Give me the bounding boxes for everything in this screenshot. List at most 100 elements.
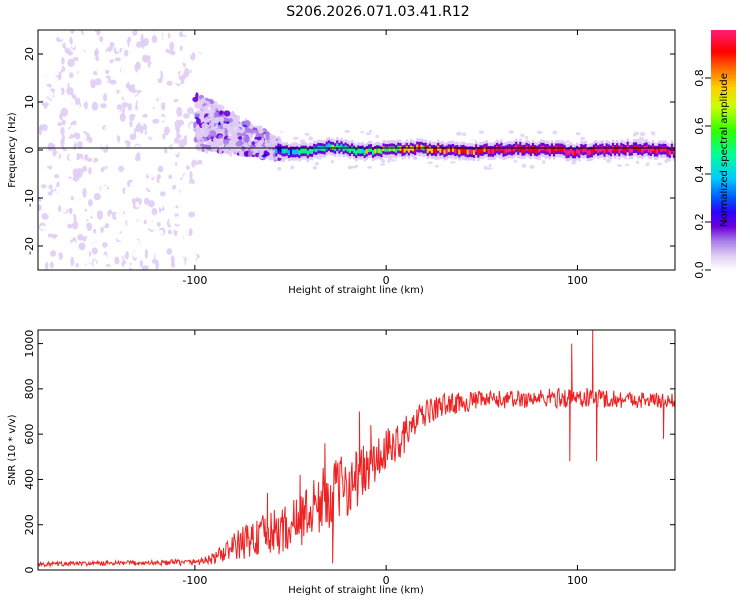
spectrogram-noise-cell xyxy=(84,101,88,110)
spectrogram-noise-cell xyxy=(94,113,102,119)
snr-y-tick-label: 400 xyxy=(23,469,36,490)
spectrogram-noise-cell xyxy=(122,91,130,101)
spectrogram-noise-cell xyxy=(174,72,180,80)
spectrogram-transition-cell xyxy=(196,140,204,145)
spectrogram-noise-cell xyxy=(115,159,122,168)
spectrogram-transition-cell xyxy=(194,113,200,118)
spectrogram-transition-cell xyxy=(195,92,199,100)
spectrogram-noise-cell xyxy=(134,116,139,123)
spectrogram-band-core xyxy=(668,150,672,155)
spectrogram-noise-cell xyxy=(41,184,47,189)
spectrogram-noise-cell xyxy=(61,133,65,143)
spectrogram-y-tick-label: -10 xyxy=(23,189,36,207)
spectrogram-transition-cell xyxy=(218,134,223,139)
spectrogram-band-core xyxy=(622,146,625,152)
spectrogram-noise-cell xyxy=(71,220,79,230)
spectrogram-noise-cell xyxy=(61,57,65,65)
spectrogram-band-core xyxy=(487,149,491,154)
spectrogram-band-core xyxy=(544,147,547,152)
spectrogram-noise-cell xyxy=(109,79,117,85)
spectrogram-noise-cell xyxy=(47,233,54,238)
spectrogram-noise-cell xyxy=(79,48,85,58)
spectrogram-noise-cell xyxy=(59,244,67,249)
spectrogram-noise-cell xyxy=(136,162,142,171)
spectrogram-halo-cell xyxy=(360,131,365,134)
spectrogram-transition-cell xyxy=(264,139,268,147)
spectrogram-band-core xyxy=(557,146,560,152)
spectrogram-transition-cell xyxy=(204,116,210,123)
spectrogram-transition-cell xyxy=(235,141,242,147)
spectrogram-noise-cell xyxy=(106,59,110,65)
spectrogram-y-tick-label: 10 xyxy=(23,95,36,109)
spectrogram-halo-cell xyxy=(379,163,386,166)
spectrogram-halo-cell xyxy=(612,162,618,167)
spectrogram-halo-cell xyxy=(280,131,286,135)
spectrogram-noise-cell xyxy=(117,126,124,131)
spectrogram-noise-cell xyxy=(165,48,170,54)
spectrogram-halo-cell xyxy=(486,167,492,170)
spectrogram-noise-cell xyxy=(83,225,88,233)
spectrogram-halo-cell xyxy=(365,132,371,135)
spectrogram-noise-cell xyxy=(165,74,170,82)
spectrogram-transition-cell xyxy=(231,121,237,127)
spectrogram-transition-cell xyxy=(244,120,251,126)
spectrogram-band-core xyxy=(390,146,394,152)
spectrogram-band-core xyxy=(571,150,575,156)
spectrogram-noise-cell xyxy=(57,222,61,228)
spectrogram-halo-cell xyxy=(536,130,543,135)
spectrogram-noise-cell xyxy=(150,146,158,152)
spectrogram-band-core xyxy=(443,149,446,155)
spectrogram-noise-cell xyxy=(166,80,173,86)
spectrogram-noise-cell xyxy=(174,216,181,225)
spectrogram-noise-cell xyxy=(65,42,72,49)
spectrogram-noise-cell xyxy=(139,260,143,268)
spectrogram-noise-cell xyxy=(173,85,181,93)
spectrogram-halo-cell xyxy=(299,139,306,143)
spectrogram-halo-cell xyxy=(559,158,564,162)
spectrogram-noise-cell xyxy=(179,45,183,51)
snr-x-axis: -100 0 100 xyxy=(182,330,588,587)
spectrogram-band-core xyxy=(563,147,566,153)
spectrogram-band-core xyxy=(609,148,613,154)
spectrogram-noise-cell xyxy=(85,122,92,132)
spectrogram-noise-cell xyxy=(111,221,115,227)
spectrogram-halo-cell xyxy=(387,159,391,164)
spectrogram-noise-cell xyxy=(91,247,98,255)
spectrogram-band-core xyxy=(378,148,381,154)
spectrogram-band-core xyxy=(597,148,600,153)
spectrogram-noise-cell xyxy=(56,98,61,107)
spectrogram-transition-cell xyxy=(246,128,252,132)
spectrogram-noise-cell xyxy=(67,161,73,166)
spectrogram-halo-cell xyxy=(362,162,367,167)
spectrogram-noise-cell xyxy=(68,208,73,214)
spectrogram-noise-cell xyxy=(124,49,129,57)
spectrogram-band-core xyxy=(283,148,286,154)
spectrogram-band-core xyxy=(658,146,661,152)
spectrogram-halo-cell xyxy=(492,135,497,140)
spectrogram-transition-cell xyxy=(256,146,262,152)
spectrogram-noise-cell xyxy=(127,147,131,154)
spectrogram-noise-cell xyxy=(116,30,124,34)
spectrogram-noise-cell xyxy=(122,106,125,114)
spectrogram-noise-cell xyxy=(43,75,48,84)
spectrogram-halo-cell xyxy=(314,161,319,166)
spectrogram-noise-cell xyxy=(160,116,166,122)
spectrogram-noise-cell xyxy=(157,138,164,145)
spectrogram-noise-cell xyxy=(135,201,140,208)
spectrogram-noise-cell xyxy=(121,102,129,108)
spectrogram-noise-cell xyxy=(102,117,109,125)
spectrogram-transition-cell xyxy=(271,134,277,142)
spectrogram-y-axis: -20 -10 0 10 20 xyxy=(23,47,675,255)
spectrogram-noise-cell xyxy=(130,207,134,216)
spectrogram-noise-cell xyxy=(124,189,132,197)
spectrogram-noise-cell xyxy=(132,30,138,36)
spectrogram-noise-cell xyxy=(120,81,126,86)
spectrogram-noise-cell xyxy=(126,208,131,216)
spectrogram-band-core xyxy=(599,147,602,152)
spectrogram-noise-cell xyxy=(154,45,162,53)
spectrogram-noise-cell xyxy=(51,106,57,114)
spectrogram-noise-cell xyxy=(97,42,101,51)
spectrogram-noise-cell xyxy=(156,222,161,227)
spectrogram-noise-cell xyxy=(103,254,108,263)
spectrogram-transition-cell xyxy=(207,134,212,140)
